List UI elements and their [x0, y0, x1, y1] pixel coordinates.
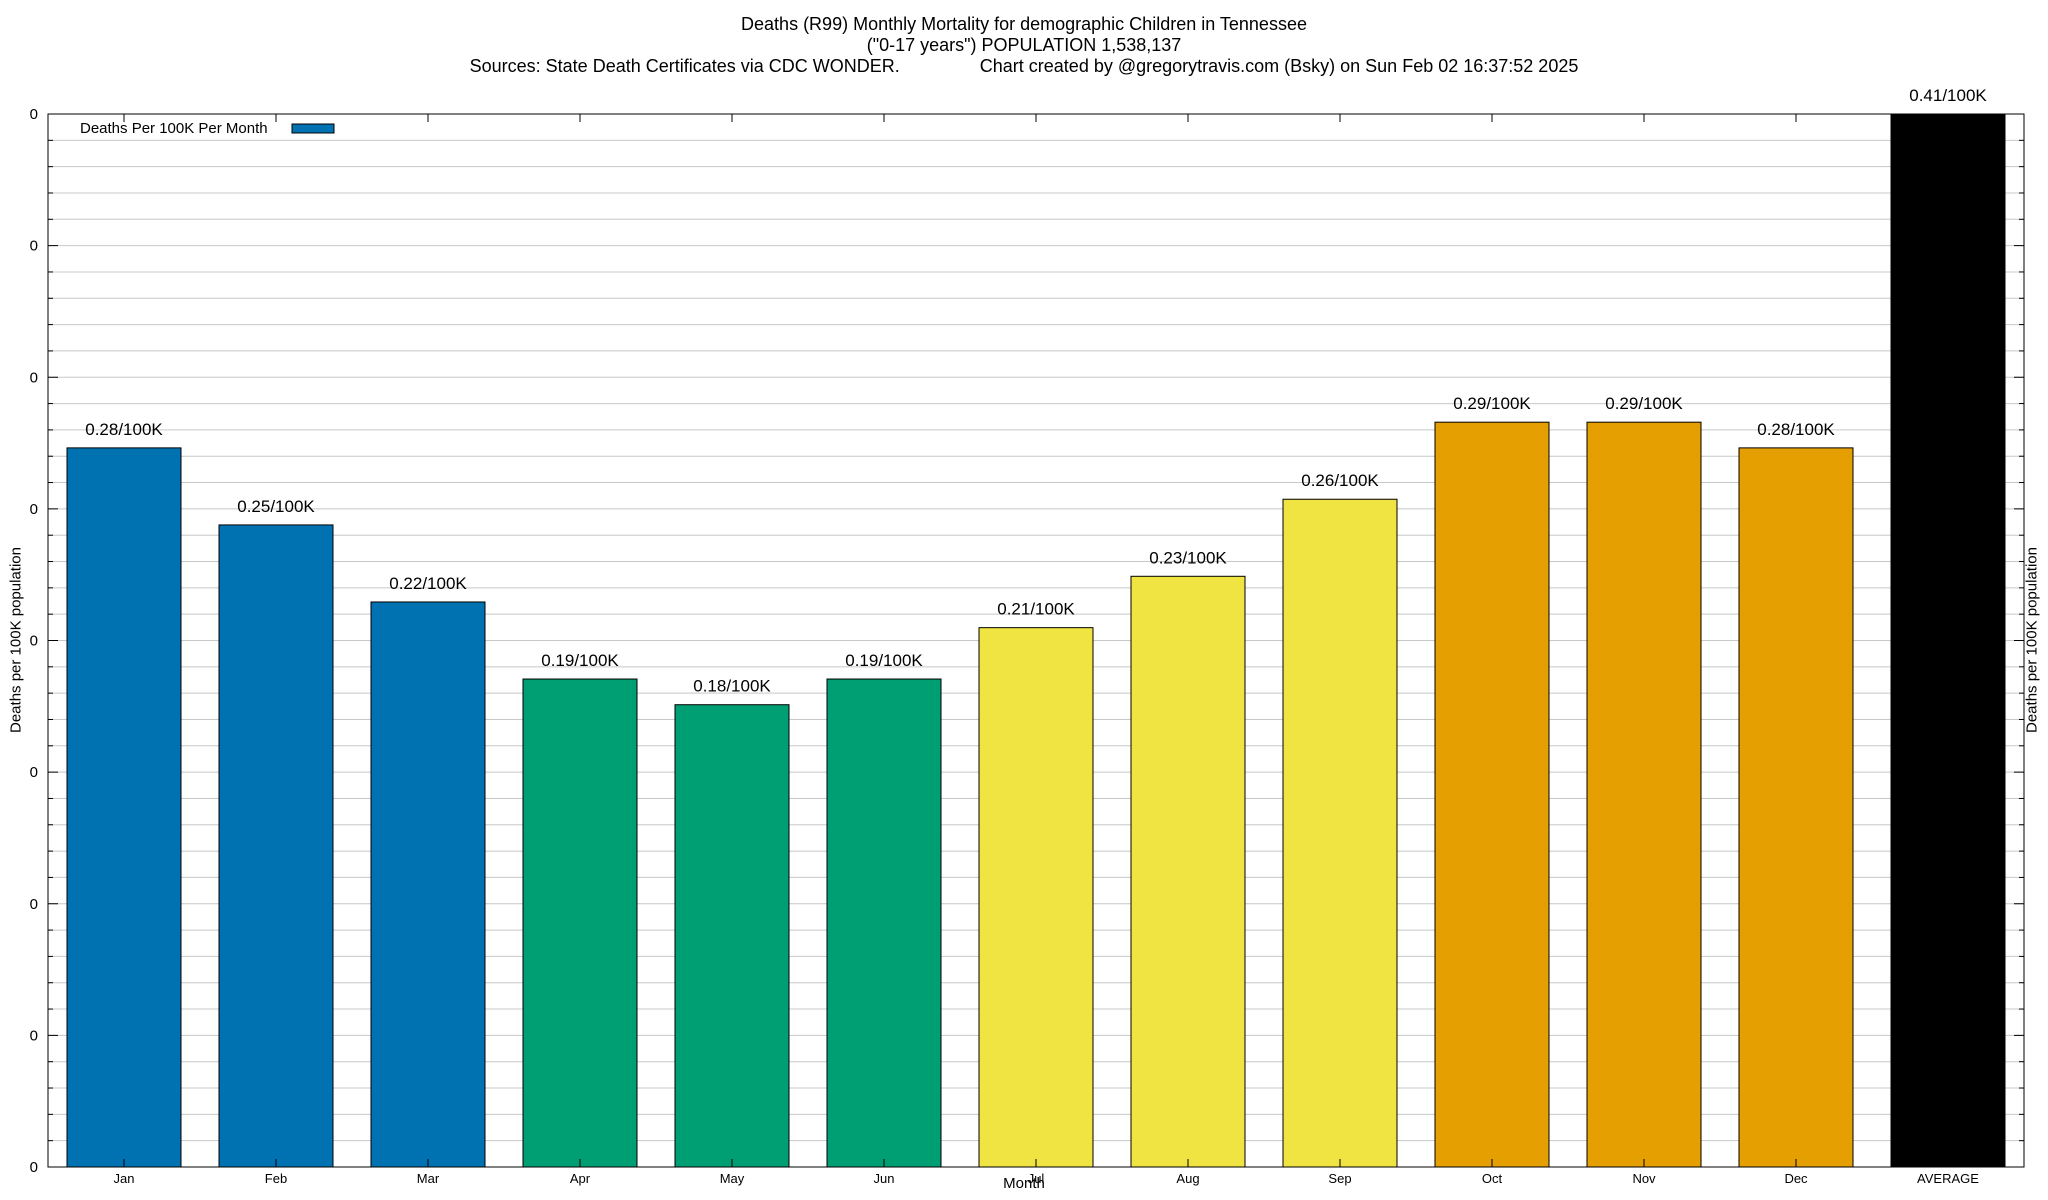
data-label: 0.41/100K: [1909, 86, 1987, 105]
data-label: 0.29/100K: [1453, 394, 1531, 413]
x-tick-label: Oct: [1482, 1171, 1503, 1186]
x-tick-label: Nov: [1632, 1171, 1656, 1186]
y-tick-label: 0: [30, 1159, 38, 1176]
bar-feb: [218, 524, 334, 1168]
bar-mar: [370, 601, 486, 1168]
y-tick-label: 0: [30, 1027, 38, 1044]
plot-frame: [47, 113, 2025, 1168]
x-tick-label: Jul: [1028, 1171, 1045, 1186]
bar-jun: [826, 678, 942, 1168]
y-tick-label: 0: [30, 238, 38, 255]
x-tick-label: Aug: [1176, 1171, 1199, 1186]
data-label: 0.25/100K: [237, 497, 315, 516]
y-tick-label: 0: [30, 633, 38, 650]
x-tick-label: Dec: [1784, 1171, 1808, 1186]
data-label: 0.28/100K: [85, 420, 163, 439]
x-tick-label: Jun: [874, 1171, 895, 1186]
chart-title: Deaths (R99) Monthly Mortality for demog…: [0, 14, 2048, 77]
bar-jan: [66, 447, 182, 1168]
bar-aug: [1130, 575, 1246, 1168]
data-label: 0.26/100K: [1301, 471, 1379, 490]
chart-title-line-3: Sources: State Death Certificates via CD…: [469, 56, 1579, 76]
x-tick-label: Apr: [570, 1171, 591, 1186]
data-label: 0.29/100K: [1605, 394, 1683, 413]
y-tick-label: 0: [30, 106, 38, 123]
bar-nov: [1586, 421, 1702, 1168]
chart-title-line-1: Deaths (R99) Monthly Mortality for demog…: [741, 14, 1307, 34]
y-tick-label: 0: [30, 896, 38, 913]
bar-apr: [522, 678, 638, 1168]
data-label: 0.19/100K: [541, 651, 619, 670]
x-tick-label: May: [720, 1171, 745, 1186]
data-label: 0.18/100K: [693, 677, 771, 696]
data-label: 0.23/100K: [1149, 548, 1227, 567]
y-tick-label: 0: [30, 764, 38, 781]
x-tick-label: Mar: [417, 1171, 440, 1186]
bar-average: [1890, 113, 2006, 1168]
bar-jul: [978, 627, 1094, 1168]
bar-oct: [1434, 421, 1550, 1168]
data-label: 0.21/100K: [997, 600, 1075, 619]
y-axis-label-right: Deaths per 100K population: [2023, 547, 2041, 733]
y-axis-label-left: Deaths per 100K population: [7, 547, 25, 733]
chart-title-line-2: ("0-17 years") POPULATION 1,538,137: [866, 35, 1182, 55]
bar-dec: [1738, 447, 1854, 1168]
x-tick-label: Feb: [265, 1171, 287, 1186]
bar-may: [674, 704, 790, 1168]
x-tick-label: Jan: [114, 1171, 135, 1186]
x-tick-label: Sep: [1328, 1171, 1351, 1186]
legend-label: Deaths Per 100K Per Month: [80, 120, 268, 137]
data-label: 0.19/100K: [845, 651, 923, 670]
y-tick-label: 0: [30, 501, 38, 518]
y-tick-label: 0: [30, 369, 38, 386]
bar-sep: [1282, 498, 1398, 1168]
data-label: 0.28/100K: [1757, 420, 1835, 439]
x-tick-label: AVERAGE: [1917, 1171, 1979, 1186]
x-axis-label: Month: [1003, 1175, 1045, 1192]
legend-swatch: [291, 123, 335, 134]
data-label: 0.22/100K: [389, 574, 467, 593]
